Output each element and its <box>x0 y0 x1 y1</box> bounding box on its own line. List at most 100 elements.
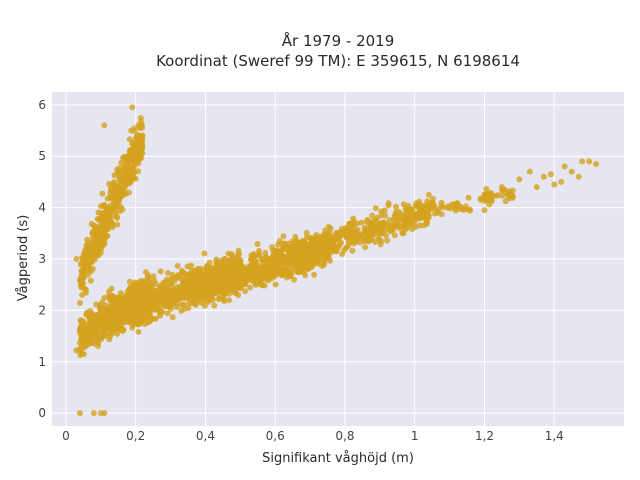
data-point <box>255 273 262 280</box>
data-point <box>404 211 411 218</box>
data-point <box>235 292 242 299</box>
data-point <box>372 238 379 245</box>
data-point <box>108 219 115 226</box>
x-tick-label: 1,4 <box>545 429 564 443</box>
data-point <box>76 410 83 417</box>
data-point <box>136 136 143 143</box>
data-point <box>259 257 266 264</box>
data-point <box>117 173 124 180</box>
x-tick-label: 1,2 <box>475 429 494 443</box>
data-point <box>114 330 121 337</box>
data-point <box>92 248 99 255</box>
data-point <box>173 304 180 311</box>
data-point <box>131 127 138 134</box>
data-point <box>257 262 264 269</box>
data-point <box>381 207 388 214</box>
data-point <box>145 319 152 326</box>
data-point <box>79 254 86 261</box>
data-point <box>307 251 314 258</box>
data-point <box>507 190 514 197</box>
data-point <box>116 208 123 215</box>
data-point <box>237 279 244 286</box>
data-point <box>157 296 164 303</box>
data-point <box>420 222 427 229</box>
data-point <box>87 245 94 252</box>
data-point <box>392 203 399 210</box>
data-point <box>209 264 216 271</box>
data-point <box>150 273 157 280</box>
data-point <box>452 205 459 212</box>
data-point <box>267 261 274 268</box>
data-point <box>106 308 113 315</box>
data-point <box>142 281 149 288</box>
data-point <box>280 233 287 240</box>
data-point <box>540 173 547 180</box>
data-point <box>135 328 142 335</box>
data-point <box>568 168 575 175</box>
data-point <box>120 295 127 302</box>
data-point <box>274 257 281 264</box>
data-point <box>303 234 310 241</box>
data-point <box>385 200 392 207</box>
data-point <box>381 222 388 228</box>
data-point <box>384 237 391 244</box>
data-point <box>148 298 155 305</box>
data-point <box>121 306 128 313</box>
data-point <box>126 174 133 181</box>
data-point <box>488 195 495 202</box>
data-point <box>424 198 431 205</box>
data-point <box>126 286 133 293</box>
data-point <box>178 289 185 296</box>
data-point <box>303 229 310 236</box>
data-point <box>277 249 284 256</box>
data-point <box>279 258 286 265</box>
x-tick-label: 0 <box>62 429 70 443</box>
data-point <box>261 282 268 289</box>
grid-lines <box>52 92 624 426</box>
data-point <box>164 310 171 317</box>
data-point <box>424 208 431 215</box>
data-point <box>166 297 173 304</box>
data-point <box>334 244 341 251</box>
data-point <box>131 144 138 151</box>
data-point <box>146 289 153 296</box>
data-point <box>109 188 116 195</box>
data-point <box>320 261 327 268</box>
data-point <box>142 269 149 276</box>
data-point <box>92 227 99 234</box>
data-point <box>593 160 600 167</box>
data-point <box>88 327 95 334</box>
x-axis-ticks: 0 0,2 0,4 0,6 0,8 1 1,2 1,4 <box>62 429 564 443</box>
data-point <box>129 320 136 327</box>
data-point <box>214 274 221 281</box>
data-point <box>106 288 113 295</box>
data-point <box>255 247 262 254</box>
y-tick-label: 0 <box>38 406 46 420</box>
data-point <box>90 410 97 417</box>
data-point <box>269 244 276 251</box>
data-point <box>168 281 175 288</box>
data-point <box>346 220 353 227</box>
x-tick-label: 0,8 <box>335 429 354 443</box>
data-point <box>163 276 170 283</box>
data-point <box>94 335 101 342</box>
data-point <box>88 257 95 264</box>
data-point <box>481 191 488 198</box>
data-point <box>187 293 194 300</box>
y-tick-label: 4 <box>38 201 46 215</box>
data-point <box>78 325 85 332</box>
data-point <box>98 222 105 229</box>
data-point <box>168 275 175 282</box>
data-point <box>287 263 294 270</box>
data-point <box>269 254 276 261</box>
data-point <box>413 202 420 209</box>
data-point <box>174 262 181 269</box>
data-point <box>375 233 382 240</box>
data-point <box>115 198 122 205</box>
data-point <box>114 221 121 228</box>
data-point <box>465 194 472 201</box>
data-point <box>133 292 140 299</box>
data-point <box>115 191 122 198</box>
data-point <box>311 271 318 278</box>
